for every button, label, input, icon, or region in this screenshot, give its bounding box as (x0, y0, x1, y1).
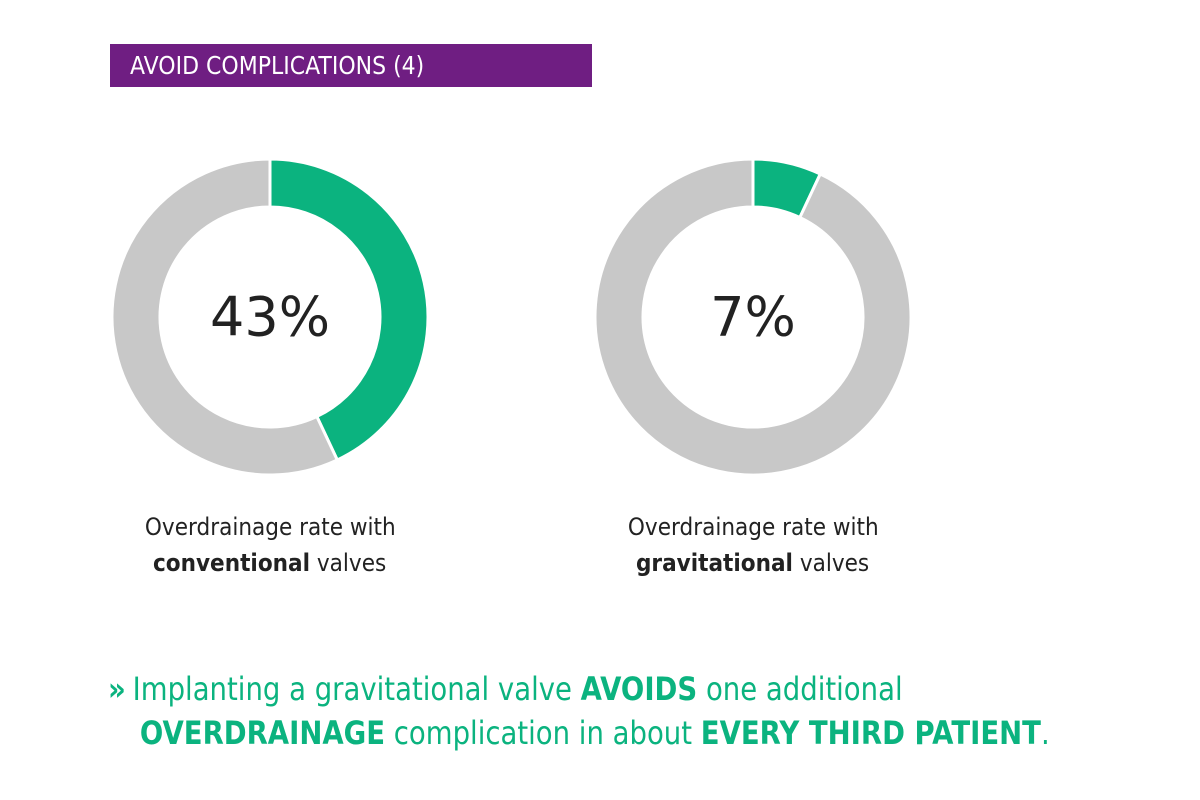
conclusion-text: complication in about (385, 714, 701, 752)
caption-conventional: Overdrainage rate with conventional valv… (111, 509, 429, 581)
conclusion-statement: » Implanting a gravitational valve AVOIDS… (108, 667, 1168, 755)
conclusion-text: . (1040, 714, 1050, 752)
caption-line1: Overdrainage rate with (144, 513, 396, 541)
donut-chart-gravitational: 7% (594, 158, 912, 476)
donut-slice-remainder (111, 158, 340, 476)
caption-line1: Overdrainage rate with (627, 513, 879, 541)
header-banner: AVOID COMPLICATIONS (4) (110, 44, 592, 87)
conclusion-emphasis: AVOIDS (580, 670, 698, 708)
conclusion-emphasis: EVERY THIRD PATIENT (700, 714, 1041, 752)
conclusion-text: Implanting a gravitational valve (132, 670, 581, 708)
donut-slice-highlight (268, 158, 429, 462)
caption-bold: gravitational (636, 549, 794, 577)
double-chevron-right-icon: » (108, 670, 126, 708)
center-value-label: 43% (210, 286, 330, 349)
conclusion-emphasis: OVERDRAINAGE (139, 714, 386, 752)
caption-rest: valves (310, 549, 387, 577)
center-value-label: 7% (710, 286, 796, 349)
donut-slice-remainder (594, 158, 912, 476)
caption-bold: conventional (153, 549, 311, 577)
donut-chart-conventional: 43% (111, 158, 429, 476)
caption-rest: valves (793, 549, 870, 577)
conclusion-text: one additional (697, 670, 903, 708)
caption-gravitational: Overdrainage rate with gravitational val… (594, 509, 912, 581)
page-title: AVOID COMPLICATIONS (4) (130, 51, 425, 80)
